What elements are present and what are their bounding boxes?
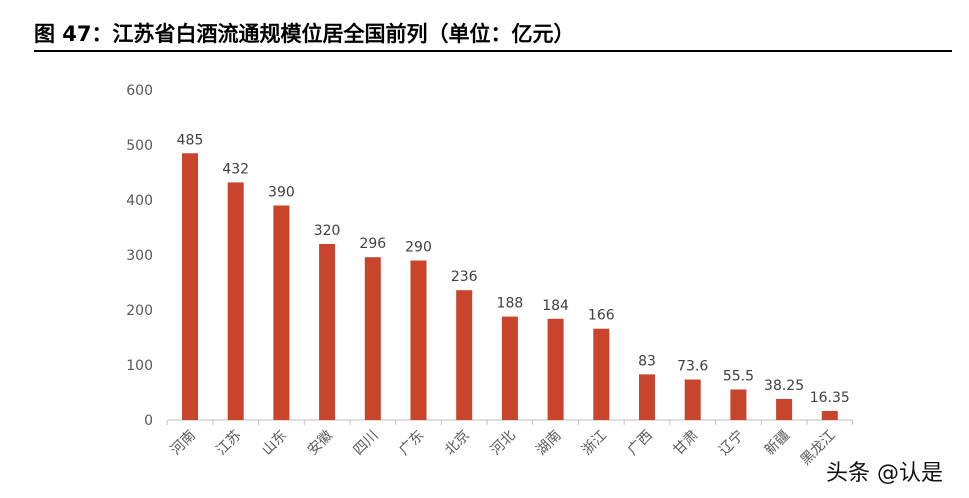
x-tick-label: 北京 [442,428,473,459]
x-tick-label: 河南 [168,428,199,459]
y-tick-label: 200 [126,303,153,319]
y-tick-label: 0 [144,413,153,429]
x-tick-label: 新疆 [762,428,793,459]
data-label: 485 [177,132,204,148]
bar [593,328,610,420]
bar [364,257,381,420]
data-label: 320 [314,223,341,239]
x-tick-label: 安徽 [305,428,336,459]
x-tick-label: 广西 [625,428,656,459]
bar [547,318,564,420]
bar [182,153,198,420]
bar [501,316,518,420]
x-tick-label: 浙江 [579,428,610,459]
data-label: 188 [497,296,524,312]
y-tick-label: 100 [126,358,153,374]
y-tick-label: 500 [126,138,153,154]
y-tick-label: 300 [126,248,153,264]
x-tick-label: 四川 [351,428,382,459]
bar [227,182,244,420]
page-title: 图 47：江苏省白酒流通规模位居全国前列（单位：亿元） [34,22,575,46]
bar [730,389,747,420]
x-tick-label: 江苏 [213,428,244,459]
title-divider [34,50,952,52]
x-tick-label: 辽宁 [715,427,747,459]
bar [456,290,473,420]
data-label: 432 [222,161,249,177]
x-tick-label: 甘肃 [670,428,701,459]
data-label: 390 [268,185,295,201]
bar [319,244,336,420]
y-tick-label: 400 [126,193,153,209]
x-tick-label: 山东 [259,428,290,459]
data-label: 166 [588,308,615,324]
bar [776,398,793,420]
data-label: 55.5 [723,368,754,384]
bar [821,411,838,420]
bar [684,379,701,420]
bar [410,260,427,420]
data-label: 38.25 [764,378,804,394]
y-tick-label: 600 [126,83,153,99]
data-label: 83 [638,353,656,369]
bar [273,205,290,420]
data-label: 73.6 [677,359,708,375]
watermark: 头条 @认是 [826,461,943,486]
x-tick-label: 湖南 [533,428,564,459]
data-label: 290 [405,240,432,256]
x-tick-label: 河北 [488,428,519,459]
x-tick-label: 广东 [396,428,427,459]
data-label: 184 [542,298,569,314]
bar [639,374,655,420]
data-label: 236 [451,269,478,285]
data-label: 296 [359,236,386,252]
data-label: 16.35 [810,390,850,406]
